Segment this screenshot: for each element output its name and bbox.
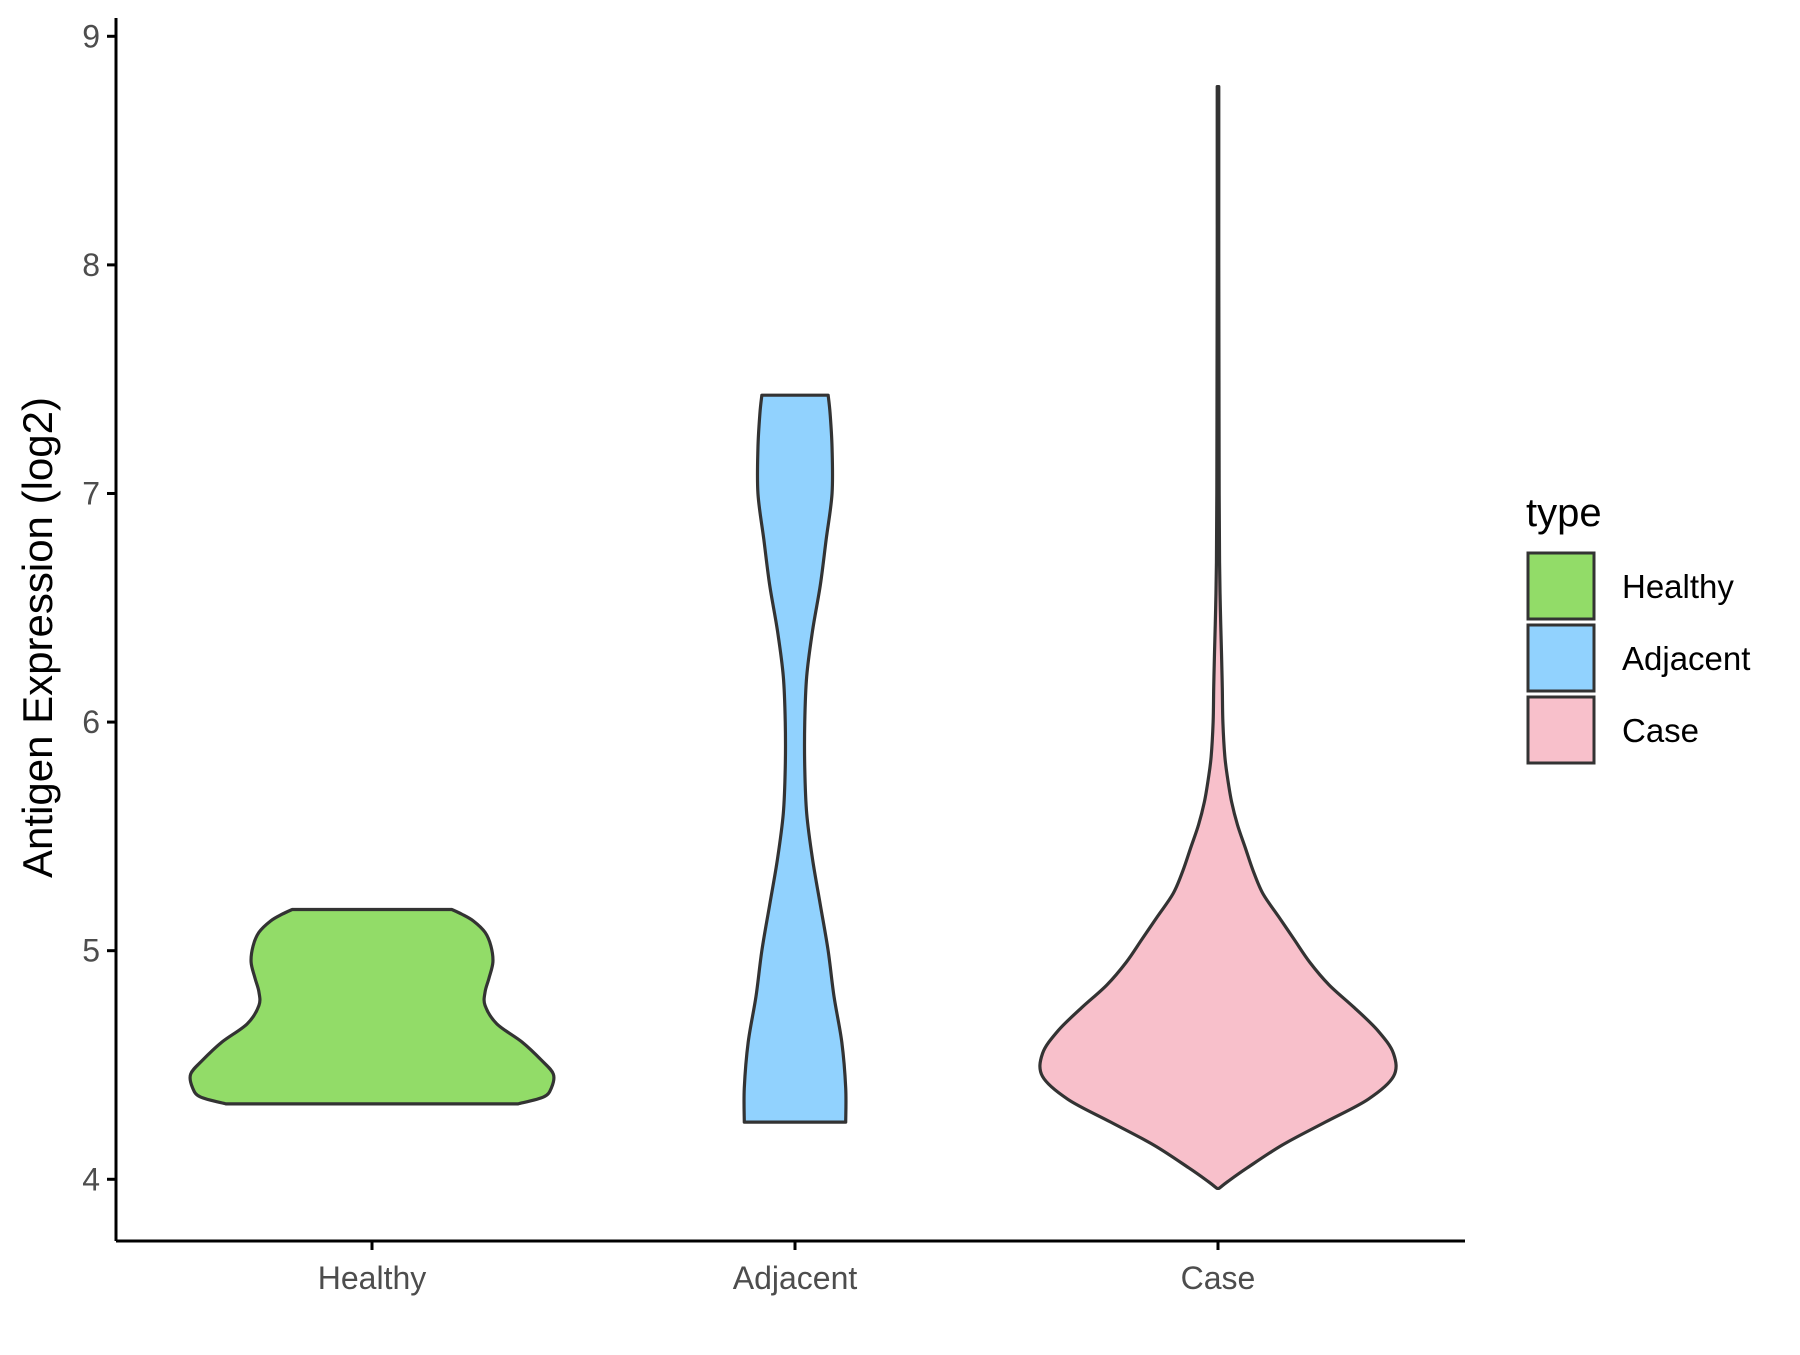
violin-healthy (188, 907, 556, 1106)
y-axis-ticks: 4 5 6 7 8 9 (82, 18, 116, 1197)
y-axis-title: Antigen Expression (log2) (14, 397, 61, 878)
y-tick-label: 9 (82, 18, 100, 54)
legend-key-adjacent (1526, 623, 1596, 693)
violin-case (1038, 84, 1398, 1191)
x-axis-ticks: Healthy Adjacent Case (318, 1241, 1256, 1296)
legend-key-case (1526, 695, 1596, 765)
legend-items: Healthy Adjacent Case (1526, 551, 1750, 765)
y-tick-label: 8 (82, 247, 100, 283)
axes: 4 5 6 7 8 9 Healthy Adjacent Case Antigen Expre… (14, 18, 1465, 1296)
legend: type Healthy Adjacent Case (1526, 491, 1750, 765)
y-tick-label: 6 (82, 704, 100, 740)
legend-label-adjacent: Adjacent (1622, 640, 1750, 677)
x-tick-label: Adjacent (733, 1260, 858, 1296)
legend-label-healthy: Healthy (1622, 568, 1734, 605)
x-tick-label: Healthy (318, 1260, 427, 1296)
legend-label-case: Case (1622, 712, 1699, 749)
legend-title: type (1526, 491, 1602, 535)
y-tick-label: 7 (82, 475, 100, 511)
y-tick-label: 5 (82, 933, 100, 969)
violin-adjacent (742, 393, 848, 1124)
y-tick-label: 4 (82, 1161, 100, 1197)
legend-key-healthy (1526, 551, 1596, 621)
x-tick-label: Case (1181, 1260, 1256, 1296)
violin-layer (188, 84, 1398, 1191)
